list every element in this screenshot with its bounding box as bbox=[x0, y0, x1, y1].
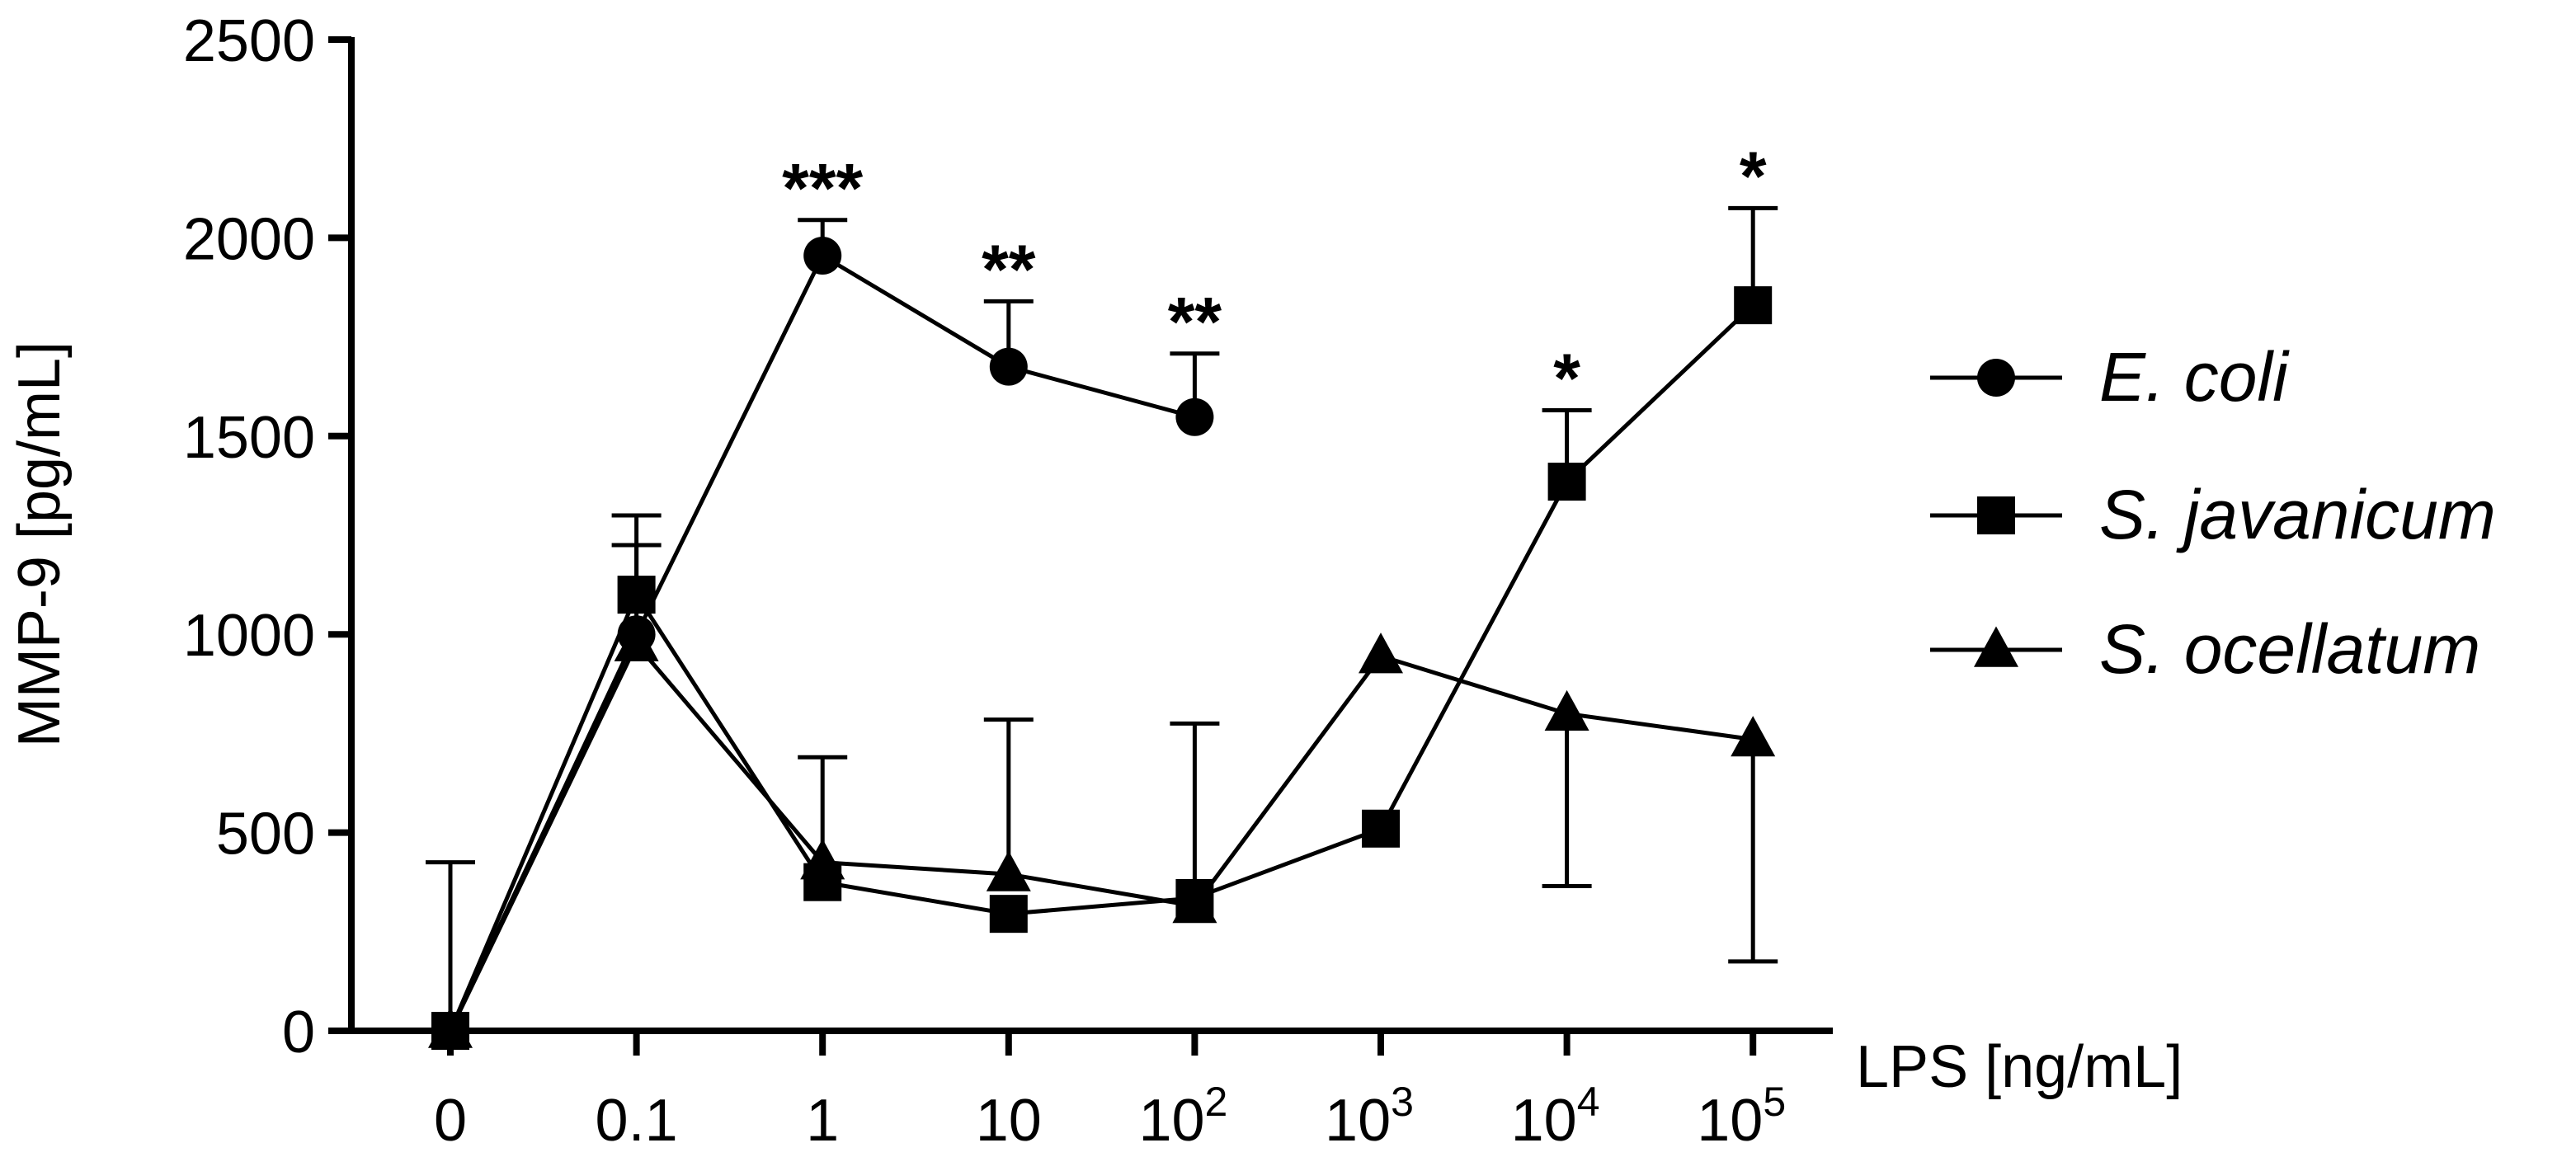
x-tick-label: 1 bbox=[806, 1088, 839, 1154]
data-point-e-coli bbox=[1175, 397, 1214, 436]
data-point-s-ocellatum bbox=[428, 1007, 473, 1048]
data-point-s-ocellatum bbox=[614, 620, 659, 661]
data-point-e-coli bbox=[803, 237, 842, 275]
data-point-e-coli bbox=[989, 347, 1028, 386]
data-point-s-javanicum bbox=[1547, 463, 1586, 501]
legend-marker-s-ocellatum bbox=[1974, 626, 2018, 667]
significance-label: ** bbox=[982, 230, 1036, 308]
x-tick-label: 105 bbox=[1697, 1079, 1786, 1154]
significance-labels: ********* bbox=[782, 137, 1767, 416]
y-tick-label: 0 bbox=[282, 999, 315, 1065]
data-markers bbox=[428, 237, 1776, 1050]
legend-marker-s-javanicum bbox=[1977, 496, 2015, 534]
data-point-s-ocellatum bbox=[986, 850, 1031, 891]
y-tick-label: 2500 bbox=[183, 8, 315, 74]
significance-label: ** bbox=[1168, 283, 1222, 360]
legend-label-s-javanicum: S. javanicum bbox=[2099, 476, 2496, 553]
y-axis-label: MMP-9 [pg/mL] bbox=[7, 341, 73, 747]
x-tick-label: 0 bbox=[434, 1088, 467, 1154]
data-point-s-ocellatum bbox=[1731, 716, 1776, 757]
series-line-e-coli bbox=[448, 252, 1196, 1032]
legend-label-e-coli: E. coli bbox=[2099, 338, 2290, 416]
legend-marker-e-coli bbox=[1977, 359, 2015, 397]
axes: 0 500 1000 1500 2000 2500 0 0.1 1 10 102 103 104 105 bbox=[183, 8, 1833, 1154]
x-tick-label: 104 bbox=[1511, 1079, 1600, 1154]
legend-label-s-ocellatum: S. ocellatum bbox=[2099, 610, 2480, 688]
legend: E. coli S. javanicum S. ocellatum bbox=[1930, 338, 2496, 688]
y-tick-label: 1500 bbox=[183, 405, 315, 471]
series-line-s-ocellatum bbox=[448, 640, 1754, 1032]
data-point-s-ocellatum bbox=[1172, 882, 1217, 924]
y-tick-label: 1000 bbox=[183, 603, 315, 669]
y-tick-label: 500 bbox=[216, 802, 315, 868]
significance-label: *** bbox=[782, 149, 863, 227]
data-point-s-javanicum bbox=[1734, 286, 1773, 325]
x-tick-label: 0.1 bbox=[596, 1088, 678, 1154]
data-point-s-javanicum bbox=[617, 576, 656, 614]
significance-label: * bbox=[1740, 137, 1767, 214]
significance-label: * bbox=[1553, 340, 1580, 417]
data-point-s-javanicum bbox=[1362, 809, 1400, 848]
y-tick-label: 2000 bbox=[183, 206, 315, 272]
x-tick-label: 102 bbox=[1138, 1079, 1227, 1154]
data-point-s-ocellatum bbox=[1544, 689, 1589, 731]
x-axis-label: LPS [ng/mL] bbox=[1856, 1034, 2183, 1100]
series-line-s-javanicum bbox=[448, 303, 1754, 1032]
x-tick-label: 103 bbox=[1325, 1079, 1414, 1154]
data-point-s-javanicum bbox=[989, 895, 1028, 934]
x-tick-label: 10 bbox=[976, 1088, 1042, 1154]
data-point-s-ocellatum bbox=[1359, 633, 1403, 674]
data-point-s-ocellatum bbox=[800, 839, 845, 880]
